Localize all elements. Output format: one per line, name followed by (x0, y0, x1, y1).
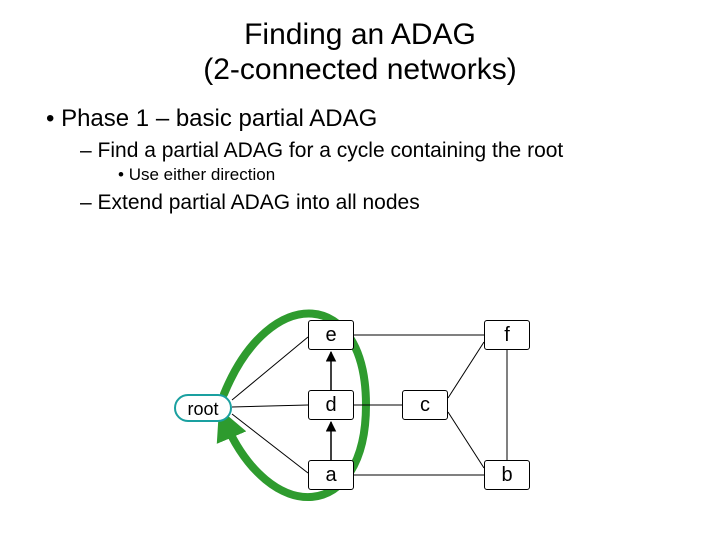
bullet-l3a: Use either direction (118, 165, 720, 185)
bullet-l2b-text: Extend partial ADAG into all nodes (98, 191, 420, 214)
node-b: b (484, 460, 530, 490)
node-c: c (402, 390, 448, 420)
edge-f-c (448, 342, 484, 398)
bullet-l3a-text: Use either direction (129, 165, 275, 184)
node-f: f (484, 320, 530, 350)
edge-root-d (232, 405, 308, 407)
title-line-1: Finding an ADAG (244, 18, 476, 51)
bullet-l2a: Find a partial ADAG for a cycle containi… (80, 139, 720, 163)
bullet-l2b: Extend partial ADAG into all nodes (80, 191, 720, 215)
edge-c-b (448, 412, 484, 468)
bullet-list: Phase 1 – basic partial ADAG Find a part… (0, 87, 720, 215)
node-root: root (174, 394, 232, 422)
bullet-l2a-text: Find a partial ADAG for a cycle containi… (98, 139, 564, 162)
page-title: Finding an ADAG (2-connected networks) (0, 0, 720, 87)
bullet-l1: Phase 1 – basic partial ADAG (46, 105, 720, 133)
network-diagram: root e f d c a b (160, 290, 580, 520)
diagram-edges (232, 335, 507, 475)
node-e: e (308, 320, 354, 350)
edge-root-e (232, 337, 308, 400)
title-line-2: (2-connected networks) (203, 53, 516, 86)
node-d: d (308, 390, 354, 420)
node-a: a (308, 460, 354, 490)
edge-root-a (232, 414, 308, 473)
bullet-l1-text: Phase 1 – basic partial ADAG (61, 105, 377, 132)
